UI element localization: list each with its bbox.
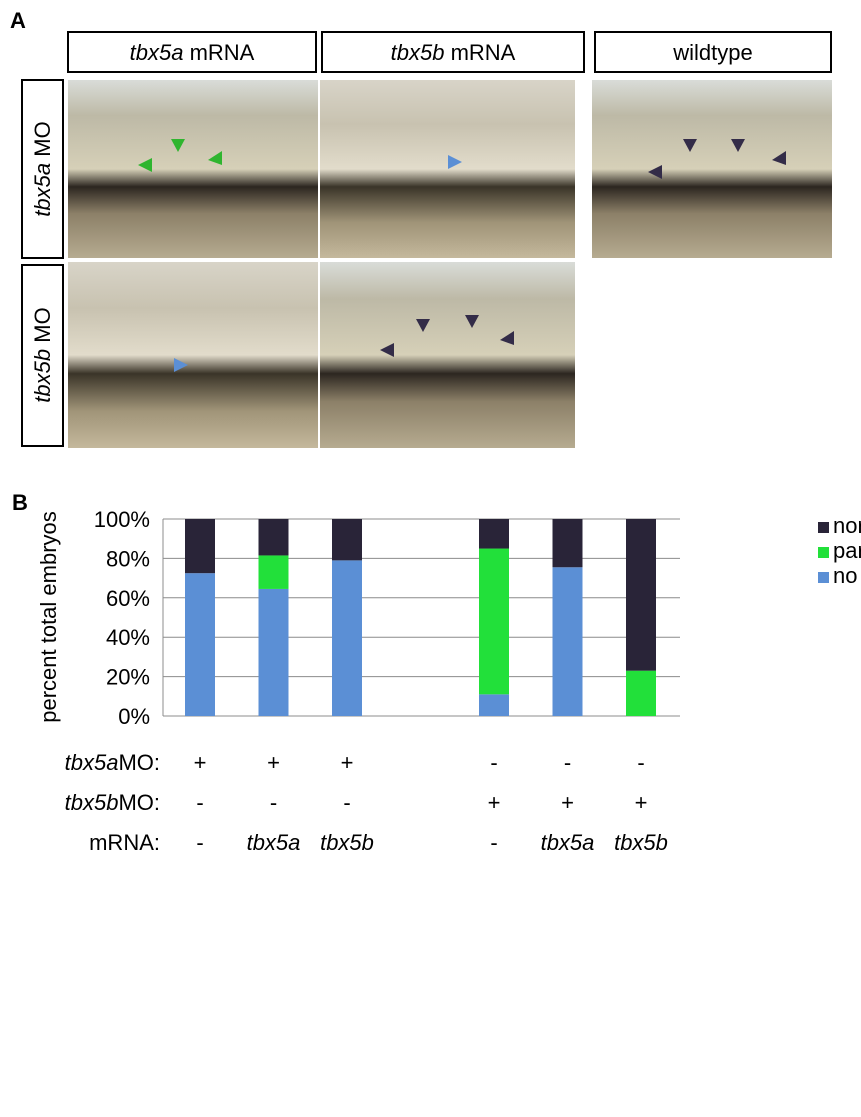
gene-name: tbx5a: [65, 750, 119, 775]
micrograph: [68, 262, 318, 448]
column-header: wildtype: [672, 40, 752, 65]
bar-segment: [185, 573, 215, 716]
legend-swatch: [818, 547, 829, 558]
bar-segment: [552, 567, 583, 716]
x-tick-label: +: [561, 790, 574, 815]
x-row-label: mRNA:: [89, 830, 160, 855]
micrograph: [320, 80, 575, 258]
y-tick-label: 60%: [106, 586, 150, 611]
x-tick-label: -: [196, 830, 203, 855]
bar-segment: [258, 588, 289, 716]
column-header: tbx5b mRNA: [391, 40, 516, 65]
label-text: MO: [30, 307, 55, 342]
bar-segment: [479, 519, 509, 549]
header-box: [594, 31, 832, 73]
label-text: mRNA: [451, 40, 516, 65]
x-tick-label: -: [196, 790, 203, 815]
legend-swatch: [818, 572, 829, 583]
gene-name: tbx5b: [391, 40, 445, 65]
x-row-label: tbx5bMO:: [65, 790, 160, 815]
bar-segment: [258, 555, 289, 589]
header-box: [321, 31, 585, 73]
y-tick-label: 0%: [118, 704, 150, 729]
x-tick-label: tbx5b: [614, 830, 668, 855]
y-tick-label: 20%: [106, 665, 150, 690]
x-tick-label: -: [343, 790, 350, 815]
legend-label: partial fin: [833, 538, 861, 563]
label-text: mRNA:: [89, 830, 160, 855]
legend-label: normal fin: [833, 513, 861, 538]
legend-swatch: [818, 522, 829, 533]
arrowheads: [138, 139, 786, 372]
x-tick-label: +: [488, 790, 501, 815]
row-header: tbx5a MO: [30, 121, 55, 216]
y-tick-label: 100%: [94, 507, 150, 532]
y-axis-label: percent total embryos: [36, 511, 61, 723]
label-text: MO:: [118, 790, 160, 815]
label-text: MO:: [118, 750, 160, 775]
row-box: [21, 79, 64, 259]
x-tick-label: -: [270, 790, 277, 815]
panel-label: A: [10, 8, 26, 33]
panel-label: B: [12, 490, 28, 515]
bar-segment: [552, 519, 583, 568]
bar-segment: [258, 519, 289, 556]
gene-name: tbx5b: [65, 790, 119, 815]
x-tick-label: +: [341, 750, 354, 775]
gene-name: tbx5a: [130, 40, 184, 65]
y-tick-label: 80%: [106, 546, 150, 571]
x-tick-label: +: [267, 750, 280, 775]
y-tick-label: 40%: [106, 625, 150, 650]
x-tick-label: -: [564, 750, 571, 775]
bar-segment: [626, 670, 656, 716]
x-tick-label: -: [637, 750, 644, 775]
x-tick-label: -: [490, 830, 497, 855]
label-text: mRNA: [190, 40, 255, 65]
x-tick-label: tbx5a: [541, 830, 595, 855]
x-row-label: tbx5aMO:: [65, 750, 160, 775]
micrograph: [320, 262, 575, 448]
bar-segment: [332, 519, 362, 561]
x-tick-label: -: [490, 750, 497, 775]
gene-name: tbx5b: [30, 349, 55, 403]
column-header: tbx5a mRNA: [130, 40, 255, 65]
bar-segment: [479, 548, 509, 695]
row-box: [21, 264, 64, 447]
x-tick-label: +: [194, 750, 207, 775]
header-box: [67, 31, 317, 73]
gene-name: tbx5a: [30, 163, 55, 217]
row-header: tbx5b MO: [30, 307, 55, 402]
x-tick-label: +: [635, 790, 648, 815]
label-text: MO: [30, 121, 55, 156]
label-text: wildtype: [672, 40, 752, 65]
micrograph: [592, 80, 832, 258]
bar-segment: [479, 694, 509, 716]
legend-label: no fin: [833, 563, 861, 588]
x-tick-label: tbx5b: [320, 830, 374, 855]
bar-segment: [626, 519, 656, 671]
x-tick-label: tbx5a: [247, 830, 301, 855]
bar-segment: [185, 519, 215, 574]
micrograph: [68, 80, 318, 258]
bar-segment: [332, 560, 362, 716]
